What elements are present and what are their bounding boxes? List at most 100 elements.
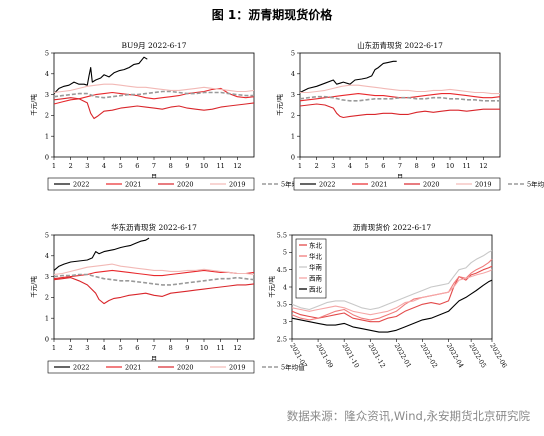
- y-tick-label: 4: [45, 70, 49, 78]
- x-tick-label: 4: [348, 162, 352, 170]
- x-tick-label: 2021-12: [367, 342, 387, 369]
- legend-label: 2022: [319, 181, 336, 189]
- y-tick-label: 4: [283, 283, 287, 291]
- series-line-avg: [53, 273, 255, 286]
- x-tick-label: 7: [398, 162, 402, 170]
- x-axis-label: 月: [151, 355, 158, 363]
- x-tick-label: 2022-04: [445, 342, 465, 369]
- chart-title: BU9月 2022-6-17: [122, 41, 187, 50]
- legend-label: 5年均值: [527, 180, 544, 189]
- x-tick-label: 8: [169, 162, 173, 170]
- chart-title: 沥青现货价 2022-6-17: [353, 222, 432, 232]
- series-line-northwest: [291, 279, 493, 333]
- x-tick-label: 1: [52, 162, 56, 170]
- x-tick-label: 12: [233, 344, 241, 352]
- x-tick-label: 1: [52, 344, 56, 352]
- legend: [295, 238, 327, 299]
- x-tick-label: 3: [85, 162, 89, 170]
- x-tick-label: 2: [315, 162, 319, 170]
- legend-label: 2021: [125, 181, 142, 189]
- y-tick-label: 0: [45, 335, 49, 343]
- plot-frame: [299, 52, 501, 158]
- chart-title: 华东沥青现货 2022-6-17: [111, 222, 197, 232]
- series-line-avg: [299, 95, 500, 102]
- series-line-southwest: [291, 269, 493, 316]
- y-tick-label: 4.5: [277, 266, 287, 274]
- series-line-south_china: [291, 250, 493, 311]
- y-tick-label: 1: [291, 133, 295, 141]
- y-tick-label: 2: [45, 112, 49, 120]
- legend: [293, 177, 501, 191]
- y-tick-label: 0: [45, 153, 49, 161]
- chart-spot-regions: 沥青现货价 2022-6-17 2.5 3 3.5 4 4.5 5 5.5 千元/吨 2021-0…: [258, 222, 520, 400]
- legend: [47, 177, 255, 191]
- x-tick-label: 4: [102, 162, 106, 170]
- y-tick-label: 3: [45, 273, 49, 281]
- x-tick-label: 10: [200, 162, 208, 170]
- x-tick-label: 2022-02: [419, 342, 439, 369]
- series-line-s2022: [53, 237, 150, 271]
- x-tick-label: 6: [135, 344, 139, 352]
- x-tick-label: 2021-07: [288, 342, 308, 369]
- legend-label: 2020: [423, 181, 440, 189]
- x-tick-label: 2022-05: [467, 342, 487, 369]
- x-tick-label: 2022-06: [488, 342, 508, 369]
- y-tick-label: 1: [45, 315, 49, 323]
- y-axis-label: 千元/吨: [29, 276, 38, 298]
- y-tick-label: 2: [291, 112, 295, 120]
- legend-label: 2022: [73, 364, 90, 372]
- x-tick-label: 2021-09: [314, 342, 334, 369]
- legend-label: 东北: [309, 241, 323, 250]
- x-tick-label: 8: [169, 344, 173, 352]
- legend-label: 华南: [309, 263, 323, 272]
- figure-title: 图 1：沥青期现货价格: [211, 8, 333, 22]
- x-tick-label: 6: [381, 162, 385, 170]
- x-tick-label: 5: [365, 162, 369, 170]
- legend-label: 2019: [475, 181, 492, 189]
- series-line-s2020: [53, 277, 255, 305]
- series-line-s2020: [53, 97, 255, 120]
- y-axis-label: 千元/吨: [267, 276, 276, 298]
- series-line-s2021: [299, 93, 501, 102]
- series-line-s2019: [53, 263, 255, 276]
- series-line-s2019: [53, 83, 255, 94]
- series-line-north_china: [291, 258, 493, 321]
- legend-label: 2019: [229, 181, 246, 189]
- y-tick-label: 5.5: [277, 231, 287, 239]
- x-tick-label: 5: [119, 162, 123, 170]
- y-tick-label: 5: [291, 49, 295, 57]
- legend-label: 5年均值: [281, 180, 305, 189]
- y-tick-label: 5: [283, 249, 287, 257]
- legend-label: 2019: [229, 364, 246, 372]
- x-tick-label: 11: [217, 344, 225, 352]
- chart-spot-regions-svg: 沥青现货价 2022-6-17 2.5 3 3.5 4 4.5 5 5.5 千元/吨 2021-0…: [267, 222, 509, 369]
- legend-label: 2021: [371, 181, 388, 189]
- legend-label: 2020: [177, 181, 194, 189]
- x-tick-label: 2021-10: [340, 342, 360, 369]
- y-tick-label: 5: [45, 231, 49, 239]
- y-tick-label: 2.5: [277, 335, 287, 343]
- legend-label: 华北: [309, 252, 323, 261]
- legend-label: 西北: [309, 286, 323, 294]
- series-line-avg: [53, 90, 254, 99]
- plot-frame: [53, 52, 255, 158]
- y-tick-label: 3: [45, 91, 49, 99]
- series-line-s2022: [299, 60, 397, 93]
- x-tick-label: 7: [152, 162, 156, 170]
- y-tick-label: 5: [45, 49, 49, 57]
- y-tick-label: 1: [45, 133, 49, 141]
- x-tick-label: 12: [233, 162, 241, 170]
- chart-bu9: BU9月 2022-6-17 0 1 2 3 4 5 千元/吨 1 2 3 4 5 6 7 8 9 10 11 12 月…: [20, 40, 305, 215]
- x-tick-label: 6: [135, 162, 139, 170]
- y-tick-label: 4: [291, 70, 295, 78]
- x-tick-label: 9: [431, 162, 435, 170]
- chart-shandong: 山东沥青现货 2022-6-17 0 1 2 3 4 5 千元/吨 1 2 3 4 5 6 7 8 9 10 11 1…: [266, 40, 544, 215]
- legend-label: 2021: [125, 364, 142, 372]
- legend-label: 2020: [177, 364, 194, 372]
- x-tick-label: 3: [331, 162, 335, 170]
- x-tick-label: 10: [200, 344, 208, 352]
- x-tick-label: 5: [119, 344, 123, 352]
